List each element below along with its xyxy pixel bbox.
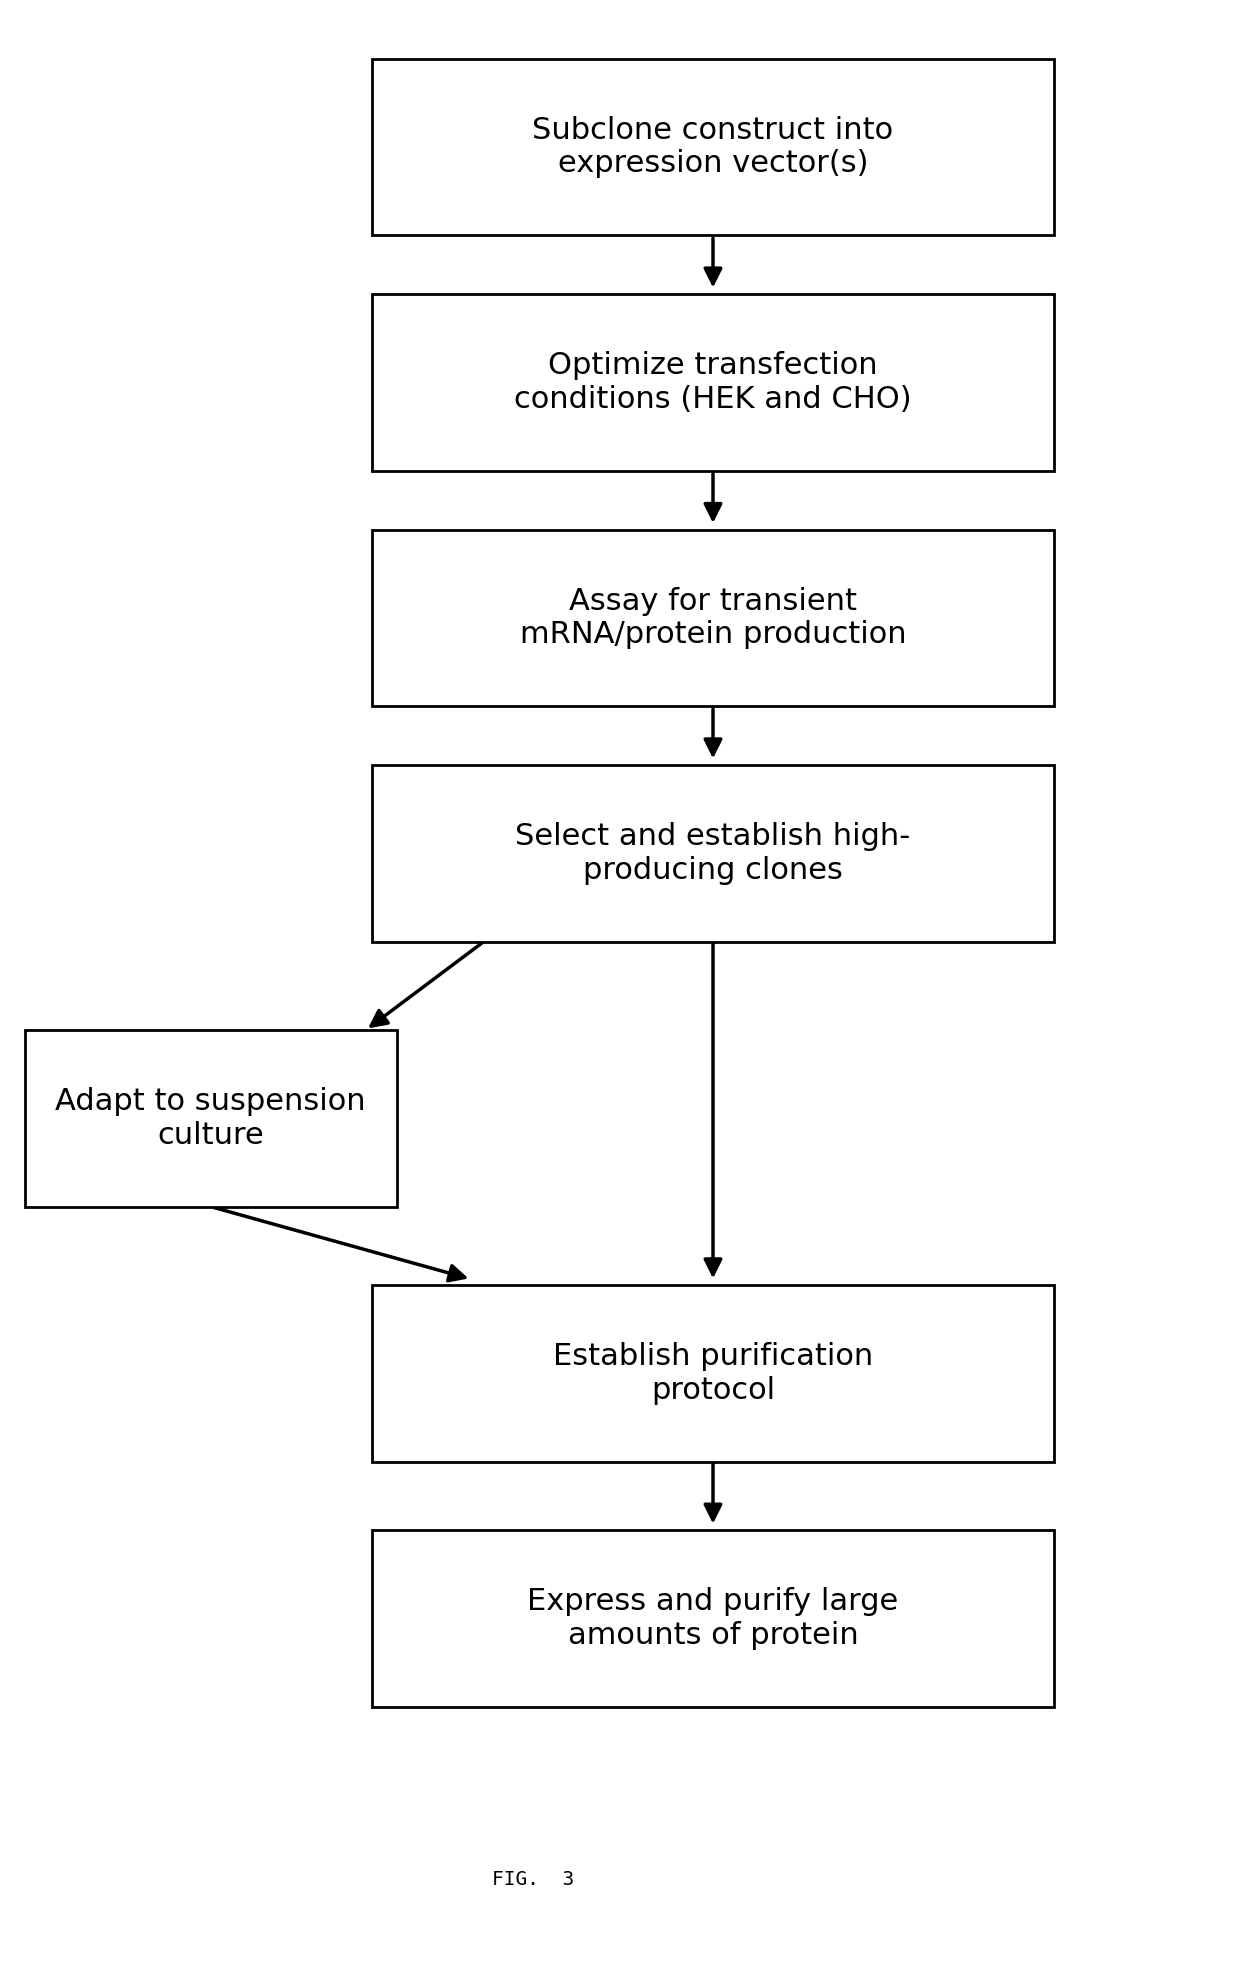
Text: Subclone construct into
expression vector(s): Subclone construct into expression vecto… [532, 116, 894, 179]
FancyBboxPatch shape [372, 1285, 1054, 1462]
Text: Express and purify large
amounts of protein: Express and purify large amounts of prot… [527, 1587, 899, 1650]
FancyBboxPatch shape [372, 765, 1054, 942]
FancyBboxPatch shape [372, 1530, 1054, 1707]
Text: FIG.  3: FIG. 3 [492, 1870, 574, 1889]
FancyBboxPatch shape [372, 530, 1054, 706]
Text: Adapt to suspension
culture: Adapt to suspension culture [56, 1087, 366, 1150]
Text: Assay for transient
mRNA/protein production: Assay for transient mRNA/protein product… [520, 587, 906, 649]
Text: Establish purification
protocol: Establish purification protocol [553, 1342, 873, 1405]
FancyBboxPatch shape [25, 1030, 397, 1207]
Text: Select and establish high-
producing clones: Select and establish high- producing clo… [516, 822, 910, 885]
FancyBboxPatch shape [372, 59, 1054, 235]
FancyBboxPatch shape [372, 294, 1054, 471]
Text: Optimize transfection
conditions (HEK and CHO): Optimize transfection conditions (HEK an… [515, 351, 911, 414]
